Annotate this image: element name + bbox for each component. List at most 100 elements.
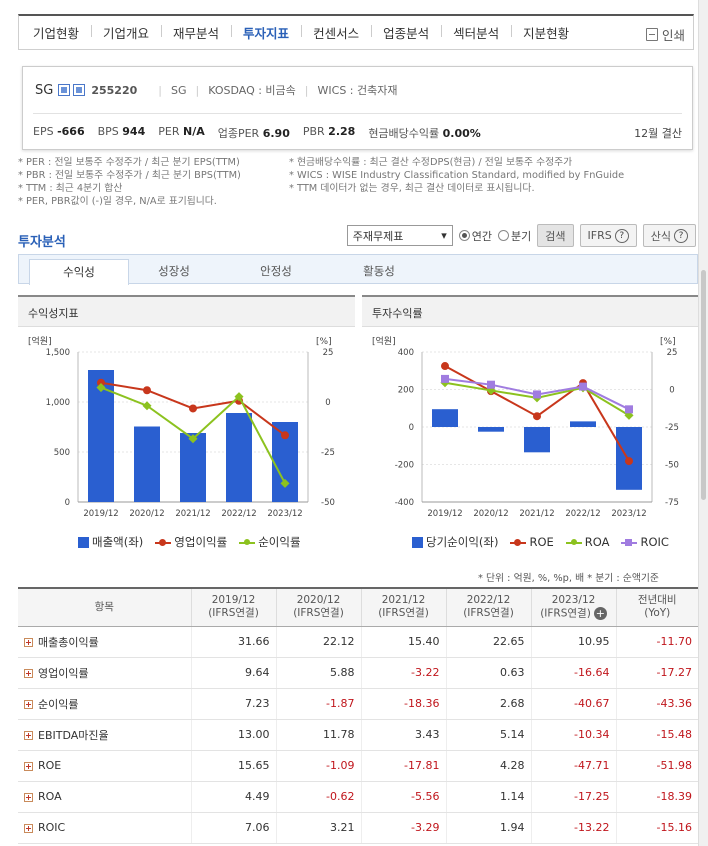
- stock-code: 255220: [91, 83, 138, 97]
- row-label-cell[interactable]: 영업이익률: [18, 657, 191, 689]
- section-title: 투자분석: [18, 235, 66, 250]
- help-icon: ?: [614, 228, 629, 243]
- legend-item[interactable]: 매출액(좌): [78, 534, 143, 550]
- tab-stability[interactable]: 안정성: [260, 264, 292, 278]
- metric-bps: BPS 944: [97, 125, 146, 138]
- nav-financial-analysis[interactable]: 재무분석: [161, 23, 231, 42]
- table-cell: -15.16: [615, 812, 698, 844]
- table-cell: 3.21: [275, 812, 361, 844]
- expand-row-icon[interactable]: [24, 638, 33, 647]
- legend-item[interactable]: 당기순이익(좌): [412, 534, 498, 550]
- row-label-cell[interactable]: 매출총이익률: [18, 626, 191, 658]
- nav-consensus[interactable]: 컨센서스: [301, 23, 371, 42]
- line-point: [189, 404, 197, 413]
- legend-item[interactable]: ROE: [510, 535, 554, 549]
- y-tick-right: 0: [325, 398, 330, 408]
- building-icon[interactable]: [73, 84, 86, 96]
- search-button[interactable]: 검색: [537, 224, 574, 247]
- line-point: [487, 380, 495, 389]
- tab-profitability[interactable]: 수익성: [29, 259, 129, 285]
- table-row: ROA 4.49 -0.62 -5.56 1.14 -17.25 -18.39: [18, 781, 698, 813]
- nav-investment-indicators[interactable]: 투자지표: [231, 23, 301, 42]
- formula-button[interactable]: 산식 ?: [642, 224, 696, 247]
- x-tick-label: 2020/12: [473, 509, 508, 519]
- bar: [226, 413, 252, 502]
- print-button[interactable]: 인쇄: [645, 25, 685, 44]
- formula-button-label: 산식: [650, 229, 671, 243]
- expand-row-icon[interactable]: [24, 669, 33, 678]
- note-line: * PBR : 전일 보통주 수정주가 / 최근 분기 BPS(TTM): [18, 170, 241, 181]
- nav-industry-analysis[interactable]: 업종분석: [371, 23, 441, 42]
- table-cell: -3.22: [360, 657, 446, 689]
- table-cell: 4.28: [445, 750, 531, 782]
- y-tick-right: 0: [669, 386, 674, 396]
- table-cell: -0.62: [275, 781, 361, 813]
- statement-select[interactable]: 주재무제표 ▾: [346, 225, 453, 246]
- legend-item[interactable]: 순이익률: [239, 534, 301, 550]
- bar: [180, 433, 206, 502]
- line-point: [97, 378, 105, 387]
- chevron-down-icon: ▾: [441, 229, 447, 242]
- controls-bar: 주재무제표 ▾ 연간 분기 검색 IFRS ? 산식 ?: [346, 224, 696, 247]
- row-label-cell[interactable]: ROA: [18, 781, 191, 813]
- select-value: 주재무제표: [352, 229, 404, 243]
- bar: [478, 427, 504, 432]
- table-cell: 10.95: [530, 626, 616, 658]
- col-header-2023: 2023/12 (IFRS연결) +: [530, 587, 616, 627]
- table-cell: -17.27: [615, 657, 698, 689]
- table-header-row: 항목 2019/12 (IFRS연결) 2020/12 (IFRS연결) 202…: [18, 587, 698, 627]
- radio-annual[interactable]: 연간: [458, 228, 492, 244]
- legend-label: ROA: [584, 535, 610, 549]
- table-row: EBITDA마진율 13.00 11.78 3.43 5.14 -10.34 -15.48: [18, 719, 698, 751]
- col-header-2021: 2021/12 (IFRS연결): [360, 587, 446, 627]
- x-tick-label: 2022/12: [221, 509, 256, 519]
- row-label-cell[interactable]: ROE: [18, 750, 191, 782]
- tab-growth[interactable]: 성장성: [158, 264, 190, 278]
- notes-right: * 현금배당수익률 : 최근 결산 수정DPS(현금) / 전일 보통주 수정주…: [289, 156, 624, 195]
- metric-dividend-yield: 현금배당수익률 0.00%: [368, 127, 481, 140]
- company-short-name: SG: [170, 83, 187, 97]
- expand-row-icon[interactable]: [24, 761, 33, 771]
- y-tick-right: 25: [323, 348, 334, 358]
- home-icon[interactable]: [58, 84, 71, 96]
- nav-sector-analysis[interactable]: 섹터분석: [441, 23, 511, 42]
- row-label-cell[interactable]: 순이익률: [18, 688, 191, 720]
- panel-title-investment-return: 투자수익률: [362, 295, 698, 327]
- expand-icon[interactable]: +: [593, 607, 607, 620]
- legend-item[interactable]: ROA: [565, 535, 610, 549]
- row-label-cell[interactable]: EBITDA마진율: [18, 719, 191, 751]
- expand-row-icon[interactable]: [24, 731, 33, 740]
- table-row: ROIC 7.06 3.21 -3.29 1.94 -13.22 -15.16: [18, 812, 698, 844]
- expand-row-icon[interactable]: [24, 792, 33, 802]
- expand-row-icon[interactable]: [24, 700, 33, 709]
- table-cell: 0.63: [445, 657, 531, 689]
- table-cell: -47.71: [530, 750, 616, 782]
- line-point: [234, 392, 244, 402]
- tab-activity[interactable]: 활동성: [363, 264, 395, 278]
- table-cell: 1.94: [445, 812, 531, 844]
- radio-quarter[interactable]: 분기: [498, 228, 531, 244]
- expand-row-icon[interactable]: [24, 823, 33, 833]
- ifrs-button[interactable]: IFRS ?: [579, 224, 637, 247]
- table-cell: -13.22: [530, 812, 616, 844]
- analysis-tabs: 수익성 성장성 안정성 활동성: [18, 254, 698, 285]
- bar: [134, 426, 160, 502]
- legend-label: ROIC: [640, 535, 669, 549]
- nav-company-overview[interactable]: 기업개요: [91, 23, 161, 42]
- scrollbar-thumb[interactable]: [701, 270, 706, 500]
- nav-company-status[interactable]: 기업현황: [33, 26, 80, 41]
- note-line: * TTM 데이터가 없는 경우, 최근 결산 데이터로 표시됩니다.: [289, 183, 535, 194]
- legend-investment-return: 당기순이익(좌) ROE ROA ROIC: [412, 534, 669, 550]
- row-label: 영업이익률: [38, 666, 89, 680]
- table-cell: 5.88: [275, 657, 361, 689]
- row-label-cell[interactable]: ROIC: [18, 812, 191, 844]
- legend-item[interactable]: ROIC: [621, 535, 669, 549]
- scrollbar[interactable]: [698, 0, 708, 846]
- table-cell: -51.98: [615, 750, 698, 782]
- y-tick-right: -25: [321, 448, 335, 458]
- nav-ownership[interactable]: 지분현황: [511, 23, 581, 42]
- y-tick-left: -200: [395, 461, 414, 471]
- bar: [570, 421, 596, 427]
- note-line: * WICS : WISE Industry Classification St…: [289, 170, 625, 181]
- legend-item[interactable]: 영업이익률: [155, 534, 227, 550]
